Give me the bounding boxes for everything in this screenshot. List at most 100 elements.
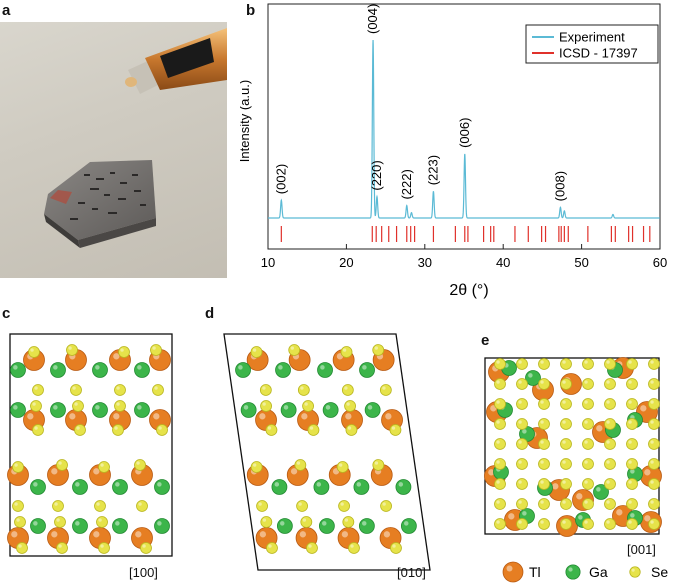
zone-axis-001: [001] <box>627 542 656 557</box>
atom-se <box>114 400 126 412</box>
atom-se <box>648 458 660 470</box>
x-tick-label: 50 <box>574 255 588 270</box>
atom-se <box>345 424 358 436</box>
atom-ga <box>364 402 381 418</box>
atom-se <box>336 461 349 473</box>
atom-se <box>265 424 278 436</box>
atom-se <box>582 458 594 470</box>
atom-se <box>372 459 385 471</box>
atom-se <box>560 438 572 450</box>
atom-ga <box>134 402 150 418</box>
atom-se <box>560 498 572 510</box>
peak-annotation: (220) <box>369 160 384 190</box>
atom-se <box>16 542 28 554</box>
atom-se <box>538 398 550 410</box>
atom-se <box>516 458 528 470</box>
y-axis-label: Intensity (a.u.) <box>240 80 252 162</box>
atom-ga <box>50 362 66 378</box>
crystal-photo <box>0 22 227 278</box>
structure-view-001 <box>484 357 662 537</box>
atom-se <box>582 358 594 370</box>
atom-se <box>28 346 40 358</box>
atom-se <box>52 500 64 512</box>
atom-se <box>380 500 392 512</box>
atom-ga <box>359 362 375 378</box>
atom-ga <box>10 362 26 378</box>
atom-ga <box>72 518 88 534</box>
atom-se <box>604 458 616 470</box>
atom-ga <box>395 479 412 495</box>
atom-ga <box>30 479 46 495</box>
atom-se <box>604 418 616 430</box>
atom-se <box>338 500 350 512</box>
atom-se <box>260 516 273 528</box>
atom-se <box>582 438 594 450</box>
atom-se <box>348 542 360 554</box>
atom-se <box>604 518 616 530</box>
structure-view-010 <box>223 333 431 571</box>
atom-se <box>250 346 263 358</box>
peak-annotation: (222) <box>399 169 414 199</box>
atom-se <box>604 478 616 490</box>
atom-se <box>494 478 506 490</box>
peak-annotation: (008) <box>552 171 567 201</box>
panel-label-c: c <box>2 305 11 322</box>
x-tick-label: 10 <box>261 255 275 270</box>
atom-ga <box>10 402 26 418</box>
atom-se <box>604 438 616 450</box>
atom-se <box>250 461 263 473</box>
atom-ga <box>134 362 150 378</box>
atom-se <box>340 346 353 358</box>
atom-se <box>538 358 550 370</box>
atom-se <box>98 542 110 554</box>
x-tick-label: 40 <box>496 255 510 270</box>
atom-se <box>70 384 82 396</box>
atom-ga <box>240 402 257 418</box>
atom-se <box>516 518 528 530</box>
atom-se <box>296 500 308 512</box>
legend-atom-label: Se <box>651 564 668 580</box>
atom-se <box>66 344 78 356</box>
atom-ga <box>92 402 108 418</box>
atom-se <box>372 344 385 356</box>
atom-se <box>560 478 572 490</box>
atom-se <box>604 378 616 390</box>
atom-se <box>12 500 24 512</box>
atom-se <box>648 358 660 370</box>
atom-se <box>152 384 164 396</box>
atom-se <box>538 418 550 430</box>
legend-box <box>525 24 659 64</box>
peak-annotation: (223) <box>425 155 440 185</box>
atom-ga <box>593 484 609 500</box>
atom-se <box>389 424 402 436</box>
atom-se <box>648 498 660 510</box>
panel-label-b: b <box>246 2 256 19</box>
atom-se <box>538 438 550 450</box>
atom-se <box>260 400 272 412</box>
atom-se <box>582 398 594 410</box>
atom-se <box>538 518 550 530</box>
atom-se <box>307 424 320 436</box>
atom-se <box>582 518 594 530</box>
atom-ga <box>318 518 335 534</box>
atom-se <box>306 542 318 554</box>
atom-ga <box>313 479 330 495</box>
atom-ga <box>235 362 251 378</box>
xrd-chart: 10 20 30 40 50 60 (002) (004) (220) (222) (223) (0… <box>240 3 667 299</box>
atom-se <box>494 438 506 450</box>
atom-se <box>12 461 24 473</box>
atom-ga <box>30 518 46 534</box>
legend-entry: ICSD - 17397 <box>559 46 638 61</box>
atom-se <box>648 478 660 490</box>
atom-se <box>266 542 278 554</box>
atom-se <box>648 518 660 530</box>
atom-ga <box>400 518 417 534</box>
experiment-series-line <box>268 39 660 219</box>
panel-label-d: d <box>205 305 215 322</box>
atom-ga <box>275 362 291 378</box>
panel-label-a: a <box>2 2 11 19</box>
atom-se <box>32 424 44 436</box>
x-tick-label: 20 <box>339 255 353 270</box>
atom-se <box>648 398 660 410</box>
atom-se <box>626 518 638 530</box>
